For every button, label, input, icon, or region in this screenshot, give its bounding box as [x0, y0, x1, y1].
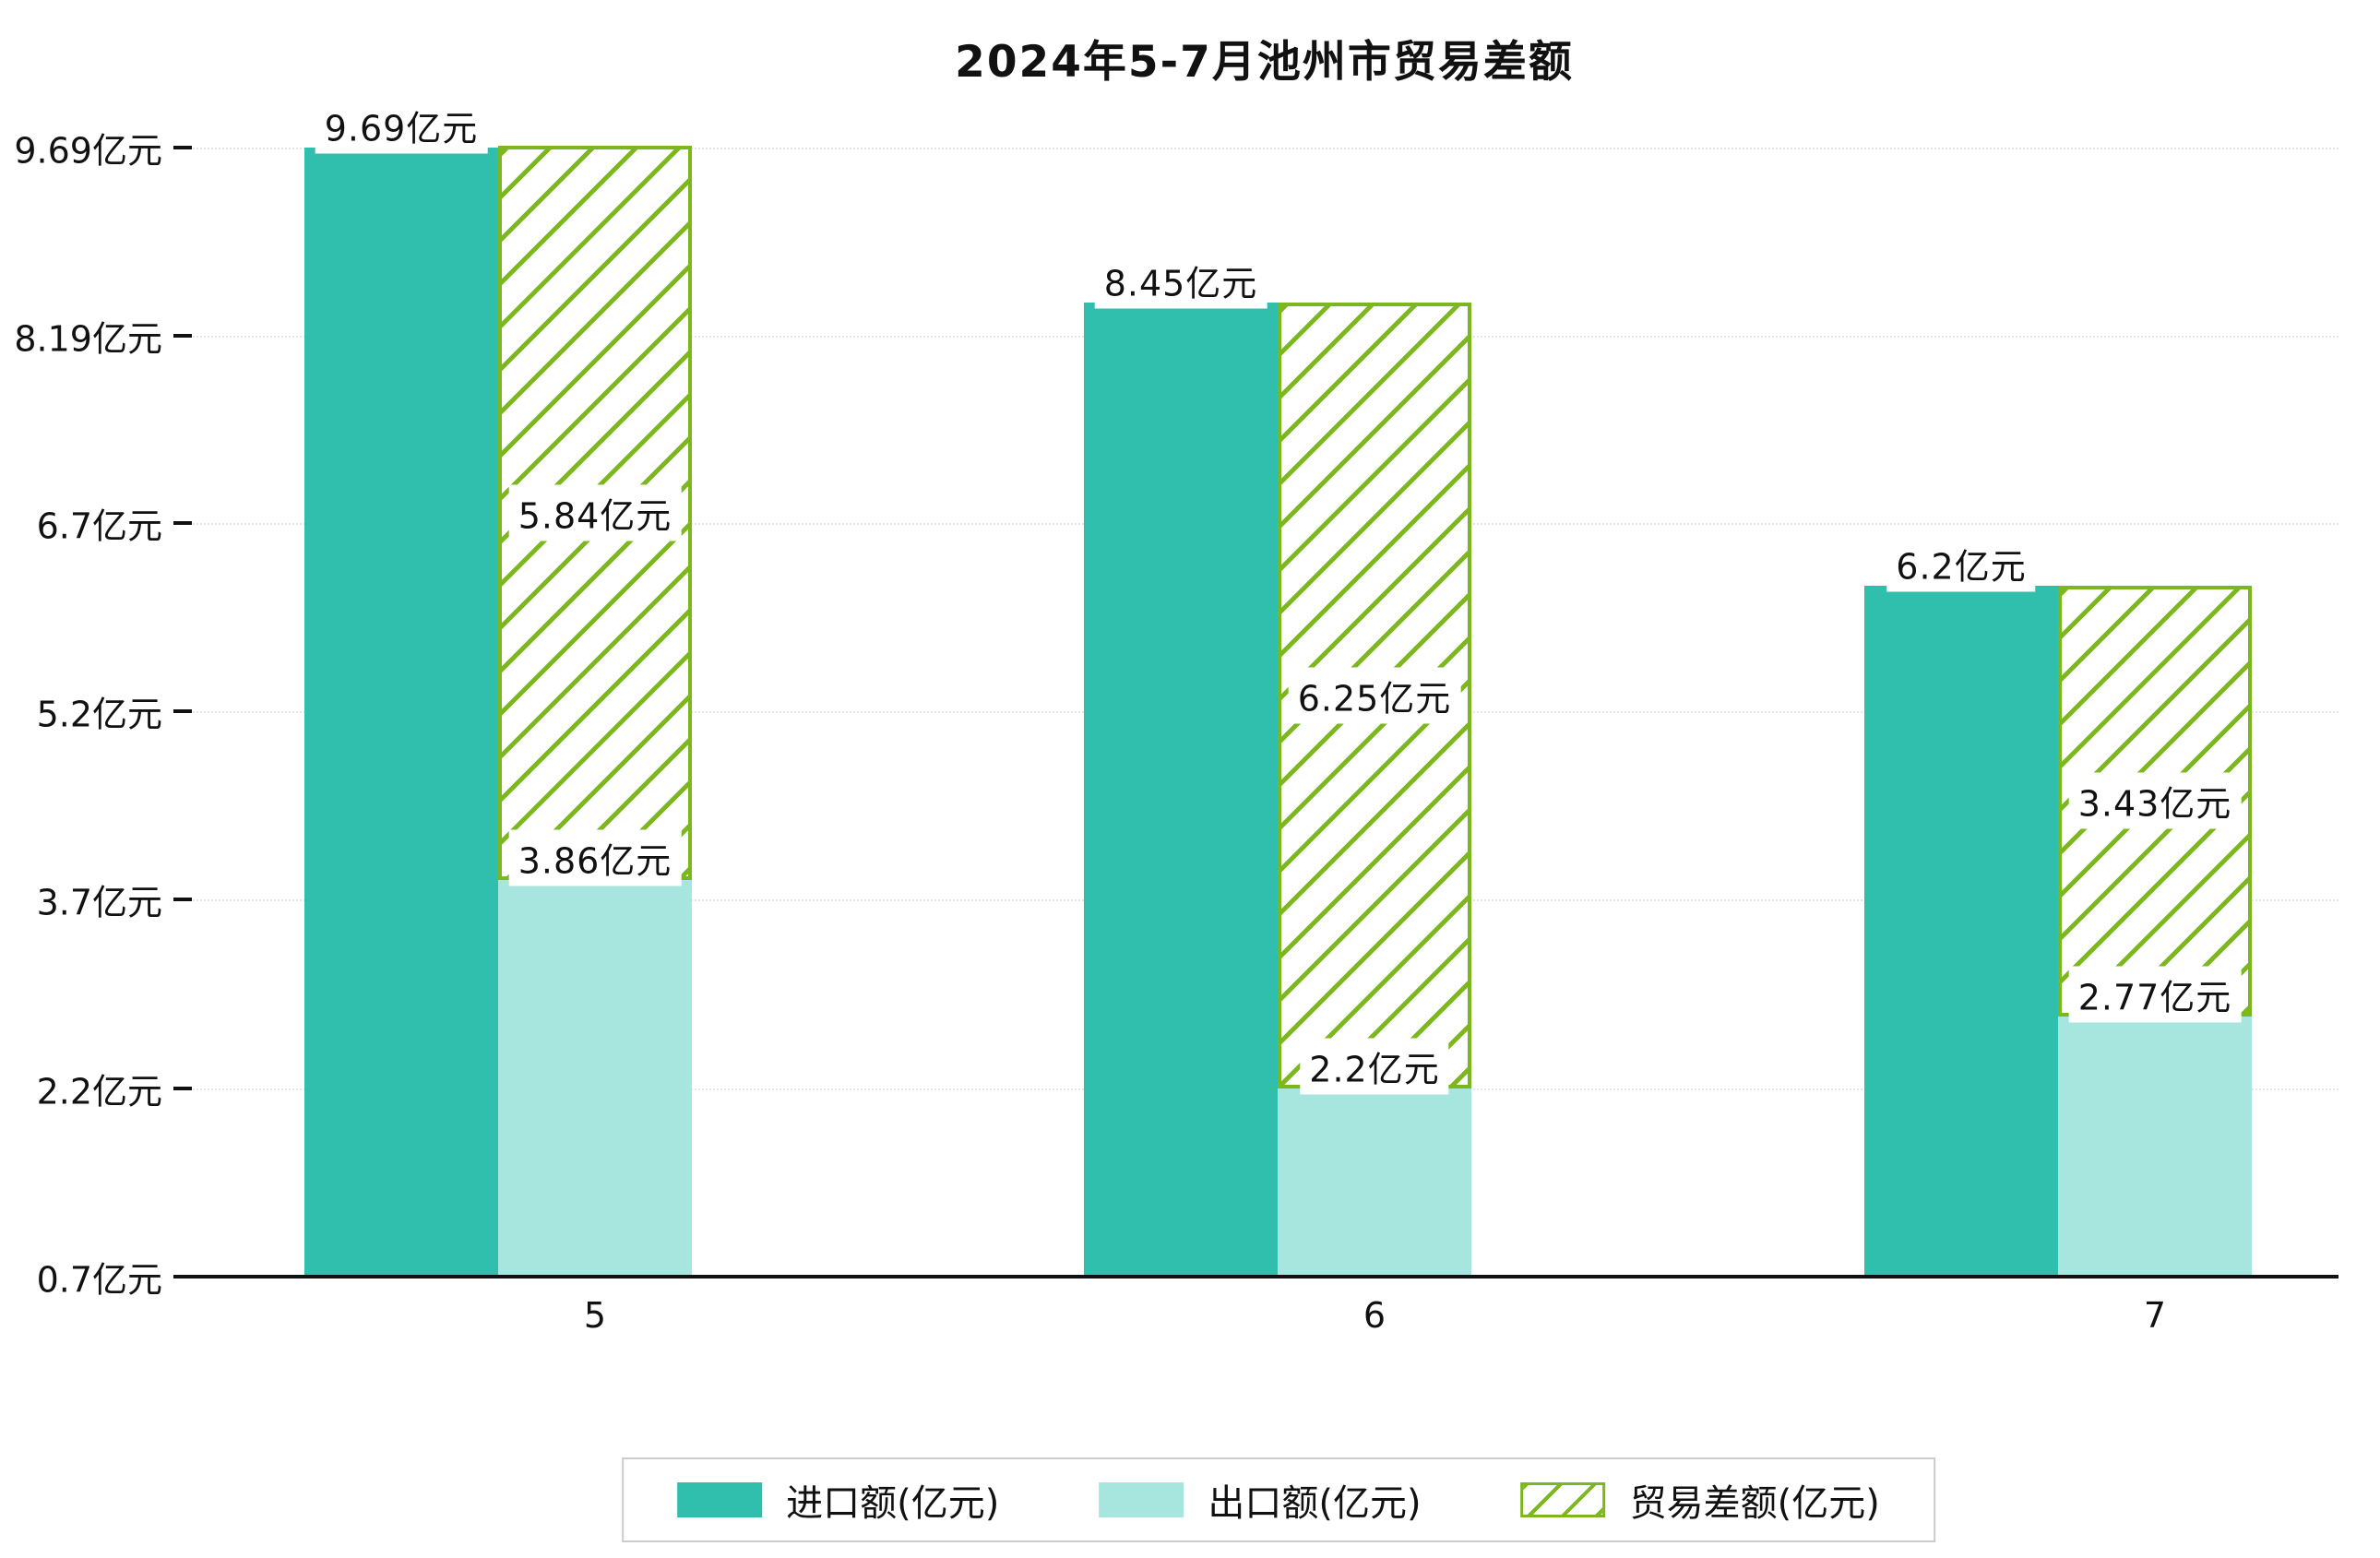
y-axis-tick-label: 6.7亿元: [36, 505, 162, 547]
balance-value-label: 6.25亿元: [1288, 667, 1461, 724]
import-bar: [1084, 303, 1278, 1277]
y-axis-tick-mark: [173, 145, 192, 149]
legend-label-export: 出口额(亿元): [1208, 1482, 1422, 1525]
import-bar: [304, 147, 498, 1277]
y-axis-tick-mark: [173, 1275, 192, 1279]
balance-value-label: 3.43亿元: [2068, 772, 2242, 829]
y-axis-tick-label: 8.19亿元: [14, 318, 162, 360]
x-axis-tick-label: 7: [2143, 1295, 2167, 1336]
y-axis-tick-label: 5.2亿元: [36, 694, 162, 735]
import-bar: [1864, 585, 2058, 1277]
export-bar: [2058, 1017, 2252, 1277]
balance-swatch: [1520, 1482, 1606, 1517]
export-value-label: 3.86亿元: [508, 829, 682, 886]
y-axis-tick-mark: [173, 333, 192, 338]
legend-item-export: 出口额(亿元): [1099, 1473, 1422, 1527]
chart-title: 2024年5-7月池州市贸易差额: [955, 37, 1574, 88]
balance-value-label: 5.84亿元: [508, 484, 682, 541]
import-swatch: [677, 1482, 763, 1517]
export-value-label: 2.2亿元: [1300, 1038, 1449, 1095]
import-value-label: 8.45亿元: [1094, 252, 1267, 309]
export-bar: [1278, 1088, 1471, 1277]
y-axis-tick-label: 0.7亿元: [36, 1259, 162, 1301]
export-value-label: 2.77亿元: [2068, 966, 2242, 1023]
y-axis-tick-label: 9.69亿元: [14, 130, 162, 172]
legend-item-balance: 贸易差额(亿元): [1520, 1473, 1880, 1527]
y-axis-tick-mark: [173, 1086, 192, 1090]
export-bar: [498, 879, 692, 1277]
x-axis-line: [190, 1275, 2338, 1279]
legend: 进口额(亿元) 出口额(亿元) 贸易差额(亿元): [622, 1457, 1935, 1542]
export-swatch: [1099, 1482, 1184, 1517]
legend-item-import: 进口额(亿元): [677, 1473, 999, 1527]
y-axis-tick-mark: [173, 709, 192, 714]
y-axis-tick-mark: [173, 898, 192, 902]
y-axis-tick-mark: [173, 520, 192, 525]
import-value-label: 6.2亿元: [1886, 535, 2036, 592]
y-axis-tick-label: 2.2亿元: [36, 1071, 162, 1112]
x-axis-tick-label: 6: [1363, 1295, 1386, 1336]
x-axis-tick-label: 5: [583, 1295, 607, 1336]
import-value-label: 9.69亿元: [315, 97, 488, 154]
legend-label-import: 进口额(亿元): [786, 1482, 1000, 1525]
legend-label-balance: 贸易差额(亿元): [1629, 1482, 1880, 1525]
y-axis-tick-label: 3.7亿元: [36, 882, 162, 923]
gridline: [190, 147, 2338, 149]
